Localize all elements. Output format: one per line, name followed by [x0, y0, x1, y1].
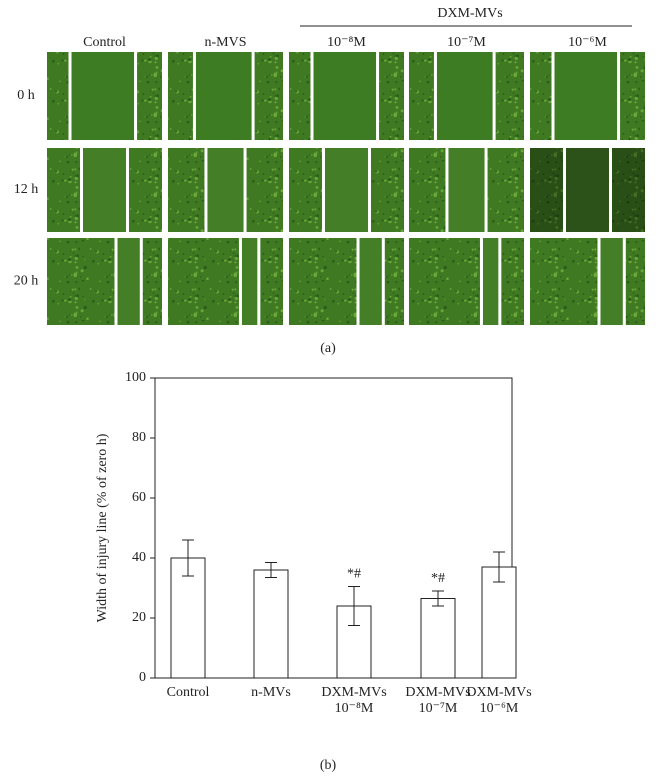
- wound-edge: [80, 148, 83, 232]
- y-tick-label: 0: [139, 670, 146, 685]
- wound-area: [240, 238, 259, 325]
- wound-area: [446, 148, 487, 232]
- wound-area: [116, 238, 142, 325]
- row-label: 20 h: [14, 274, 39, 289]
- wound-area: [553, 52, 619, 140]
- wound-edge: [114, 238, 118, 325]
- y-tick-label: 20: [132, 610, 146, 625]
- wound-edge: [139, 238, 143, 325]
- wound-edge: [381, 238, 385, 325]
- wound-edge: [251, 52, 255, 140]
- wound-edge: [204, 148, 208, 232]
- wound-edge: [376, 52, 380, 140]
- x-tick-label: DXM-MVs 10⁻⁷M: [405, 685, 470, 716]
- wound-edge: [433, 52, 437, 140]
- wound-area: [194, 52, 254, 140]
- wound-edge: [243, 148, 247, 232]
- wound-edge: [622, 238, 626, 325]
- micrograph: [530, 238, 645, 325]
- bar: [170, 557, 206, 679]
- panel-caption: (b): [320, 758, 337, 773]
- y-tick-label: 40: [132, 550, 146, 565]
- y-axis-label: Width of injury line (% of zero h): [95, 433, 110, 622]
- wound-area: [205, 148, 246, 232]
- wound-edge: [445, 148, 449, 232]
- wound-area: [358, 238, 384, 325]
- micrograph-shade: [530, 148, 645, 232]
- wound-edge: [134, 52, 138, 140]
- y-tick-label: 80: [132, 430, 146, 445]
- micrograph: [168, 238, 283, 325]
- wound-area: [481, 238, 500, 325]
- panel-caption: (a): [320, 341, 336, 356]
- column-label: 10⁻⁶M: [568, 35, 607, 50]
- row-label: 12 h: [14, 182, 39, 197]
- column-label: 10⁻⁷M: [447, 35, 486, 50]
- column-label: n-MVS: [204, 35, 246, 50]
- plot-frame: [154, 377, 513, 679]
- column-label: 10⁻⁸M: [327, 35, 366, 50]
- y-tick-label: 60: [132, 490, 146, 505]
- wound-edge: [484, 148, 488, 232]
- wound-edge: [492, 52, 496, 140]
- wound-edge: [68, 52, 72, 140]
- x-tick-label: Control: [167, 685, 210, 700]
- wound-area: [564, 148, 611, 232]
- wound-edge: [192, 52, 196, 140]
- wound-edge: [617, 52, 621, 140]
- wound-edge: [126, 148, 129, 232]
- wound-area: [599, 238, 625, 325]
- wound-edge: [597, 238, 601, 325]
- wound-edge: [322, 148, 325, 232]
- wound-edge: [609, 148, 612, 232]
- significance-label: *#: [347, 567, 361, 582]
- wound-area: [435, 52, 495, 140]
- micrograph: [289, 238, 404, 325]
- x-tick-label: DXM-MVs 10⁻⁶M: [466, 685, 531, 716]
- wound-area: [70, 52, 136, 140]
- group-header: DXM-MVs: [437, 6, 502, 21]
- micrograph: [47, 238, 162, 325]
- column-label: Control: [83, 35, 126, 50]
- bar: [481, 566, 517, 679]
- wound-edge: [479, 238, 483, 325]
- wound-edge: [310, 52, 314, 140]
- wound-edge: [356, 238, 360, 325]
- bar: [420, 598, 456, 679]
- wound-edge: [257, 238, 261, 325]
- x-tick-label: DXM-MVs 10⁻⁸M: [321, 685, 386, 716]
- wound-edge: [563, 148, 566, 232]
- wound-area: [81, 148, 128, 232]
- wound-edge: [368, 148, 371, 232]
- wound-edge: [551, 52, 555, 140]
- wound-edge: [238, 238, 242, 325]
- x-tick-label: n-MVs: [251, 685, 291, 700]
- bar: [253, 569, 289, 679]
- micrograph: [409, 238, 524, 325]
- wound-edge: [498, 238, 502, 325]
- row-label: 0 h: [17, 88, 35, 103]
- y-tick-label: 100: [125, 370, 146, 385]
- wound-area: [312, 52, 378, 140]
- significance-label: *#: [431, 571, 445, 586]
- wound-area: [323, 148, 370, 232]
